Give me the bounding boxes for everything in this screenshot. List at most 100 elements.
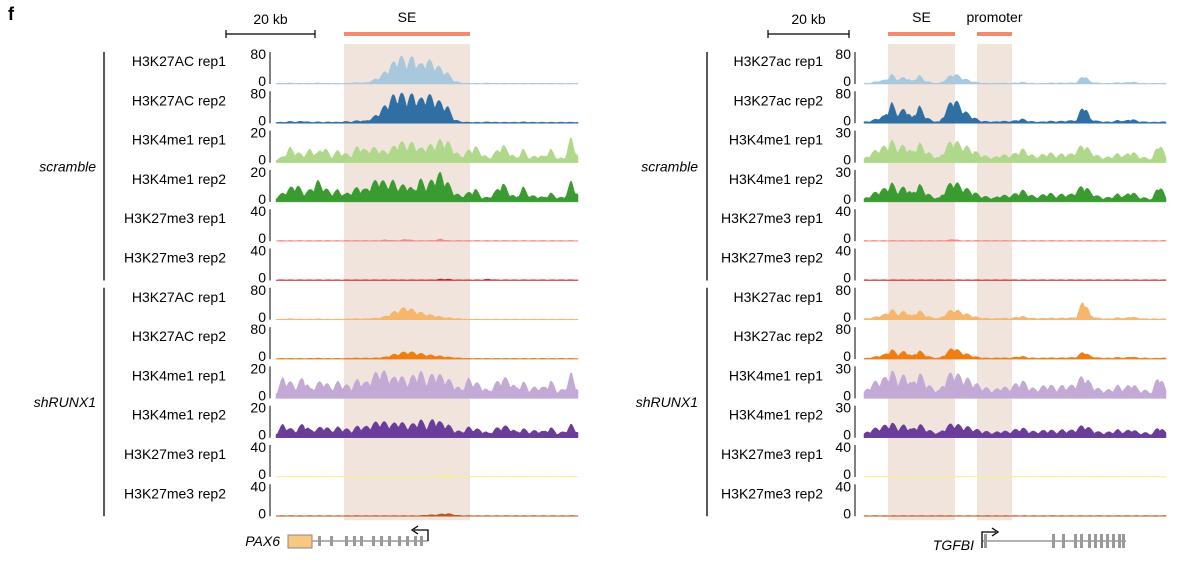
- track: H3K27me3 rep1 40 0: [721, 439, 1167, 482]
- track-label: H3K27AC rep1: [132, 289, 226, 305]
- gene-exon: [414, 536, 417, 546]
- tss-arrow-head: [410, 525, 419, 535]
- ylim-min-label: 0: [258, 466, 266, 482]
- track-label: H3K27me3 rep2: [721, 485, 823, 501]
- track-label: H3K4me1 rep1: [132, 132, 226, 148]
- track-label: H3K27me3 rep1: [124, 210, 226, 226]
- gene-exon: [380, 536, 383, 546]
- track: H3K27me3 rep1 40 0: [124, 203, 579, 246]
- track: H3K27ac rep1 80 0: [733, 46, 1167, 89]
- signal-area: [863, 182, 1167, 203]
- gene-exon: [1106, 534, 1109, 548]
- track-label: H3K27AC rep2: [132, 328, 226, 344]
- track-label: H3K27AC rep2: [132, 92, 226, 108]
- gene-exon: [1100, 534, 1103, 548]
- track: H3K27ac rep2 80 0: [733, 321, 1167, 364]
- gene-exon: [984, 534, 987, 548]
- track-label: H3K27ac rep2: [733, 328, 823, 344]
- track-label: H3K27ac rep1: [733, 289, 823, 305]
- gene-exon: [1118, 534, 1121, 548]
- ylim-min-label: 0: [258, 152, 266, 168]
- ylim-min-label: 0: [258, 427, 266, 443]
- ylim-max-label: 80: [835, 46, 851, 62]
- ylim-max-label: 20: [250, 164, 266, 180]
- group-label: shRUNX1: [636, 394, 698, 410]
- track: H3K27me3 rep2 40 0: [124, 243, 579, 286]
- gene-exon: [1080, 534, 1083, 548]
- region-label: SE: [398, 9, 417, 25]
- ylim-min-label: 0: [258, 230, 266, 246]
- gene-exon: [353, 536, 356, 546]
- track: H3K27ac rep2 80 0: [733, 85, 1167, 128]
- track: H3K4me1 rep1 20 0: [132, 360, 579, 403]
- panel-label: f: [8, 4, 14, 24]
- track: H3K27me3 rep2 40 0: [721, 243, 1167, 286]
- track-label: H3K27me3 rep1: [124, 446, 226, 462]
- ylim-min-label: 0: [258, 387, 266, 403]
- track: H3K4me1 rep1 30 0: [729, 125, 1167, 168]
- ylim-max-label: 40: [250, 478, 266, 494]
- track: H3K4me1 rep2 30 0: [729, 164, 1167, 207]
- ylim-min-label: 0: [843, 505, 851, 521]
- signal-area: [275, 278, 579, 281]
- gene-exon: [388, 536, 391, 546]
- track-label: H3K27ac rep2: [733, 92, 823, 108]
- scale-bar-label: 20 kb: [791, 11, 825, 27]
- ylim-min-label: 0: [258, 270, 266, 286]
- signal-area: [863, 100, 1167, 124]
- track-label: H3K27me3 rep2: [721, 250, 823, 266]
- ylim-min-label: 0: [843, 112, 851, 128]
- track-label: H3K27me3 rep1: [721, 446, 823, 462]
- ylim-max-label: 80: [250, 282, 266, 298]
- track-label: H3K4me1 rep1: [132, 367, 226, 383]
- ylim-min-label: 0: [258, 73, 266, 89]
- ylim-min-label: 0: [843, 309, 851, 325]
- ylim-min-label: 0: [843, 270, 851, 286]
- ylim-max-label: 20: [250, 400, 266, 416]
- track: H3K27me3 rep2 40 0: [124, 478, 579, 521]
- ylim-max-label: 80: [835, 85, 851, 101]
- gene-exon: [318, 536, 321, 546]
- group-label: scramble: [641, 158, 698, 174]
- track-label: H3K4me1 rep2: [132, 171, 226, 187]
- signal-area: [275, 474, 579, 478]
- signal-area: [275, 513, 579, 517]
- track-label: H3K27ac rep1: [733, 53, 823, 69]
- region-label: SE: [912, 9, 931, 25]
- tss-arrow: [981, 531, 996, 548]
- ylim-min-label: 0: [843, 387, 851, 403]
- ylim-max-label: 40: [835, 478, 851, 494]
- track: H3K27AC rep2 80 0: [132, 85, 579, 128]
- signal-area: [275, 419, 579, 438]
- track-label: H3K4me1 rep1: [729, 367, 823, 383]
- track: H3K4me1 rep2 20 0: [132, 164, 579, 207]
- gene-exon: [420, 536, 423, 546]
- ylim-max-label: 30: [835, 164, 851, 180]
- ylim-max-label: 30: [835, 400, 851, 416]
- track: H3K27me3 rep1 40 0: [124, 439, 579, 482]
- ylim-max-label: 80: [835, 321, 851, 337]
- gene-name: PAX6: [245, 533, 280, 549]
- ylim-min-label: 0: [843, 73, 851, 89]
- ylim-max-label: 20: [250, 360, 266, 376]
- group-label: scramble: [39, 158, 96, 174]
- region-shade-promoter: [977, 44, 1012, 521]
- gene-exon: [1088, 534, 1091, 548]
- ylim-min-label: 0: [843, 152, 851, 168]
- track-label: H3K4me1 rep2: [729, 171, 823, 187]
- gene-exon: [330, 536, 333, 546]
- signal-area: [863, 370, 1167, 399]
- tss-arrow: [414, 529, 429, 541]
- signal-area: [863, 279, 1167, 281]
- gene-name: TGFBI: [933, 537, 974, 553]
- track: H3K27me3 rep1 40 0: [721, 203, 1167, 246]
- ylim-min-label: 0: [258, 348, 266, 364]
- ylim-max-label: 80: [250, 85, 266, 101]
- track: H3K4me1 rep2 20 0: [132, 400, 579, 443]
- ylim-min-label: 0: [258, 505, 266, 521]
- track: H3K27AC rep2 80 0: [132, 321, 579, 364]
- gene-exon: [1094, 534, 1097, 548]
- signal-area: [863, 302, 1167, 321]
